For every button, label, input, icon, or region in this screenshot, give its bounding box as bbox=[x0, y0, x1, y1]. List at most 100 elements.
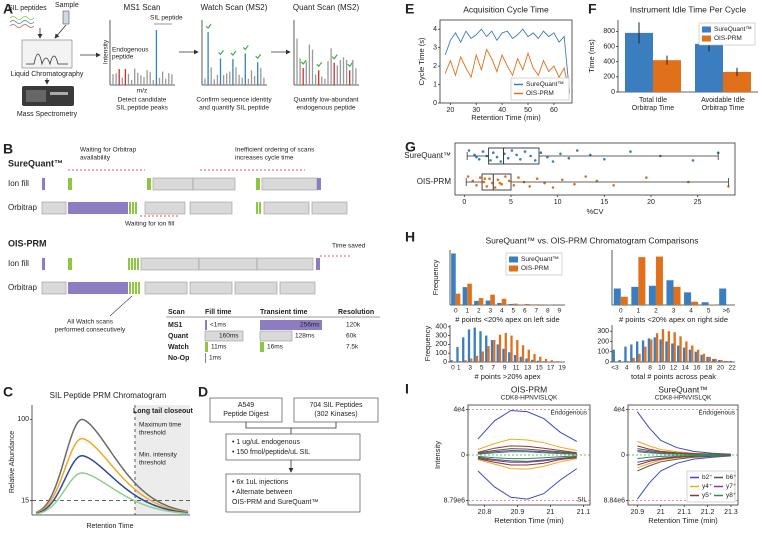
x-tick-label: 0 bbox=[451, 365, 455, 372]
y-tick-label: 0 bbox=[621, 452, 625, 459]
y-axis-label: Time (ms) bbox=[587, 39, 596, 73]
series-line bbox=[477, 451, 577, 455]
label: Maximum time bbox=[139, 422, 182, 429]
scan-block bbox=[129, 202, 131, 214]
x-tick-label: 2 bbox=[477, 308, 481, 315]
x-tick-label: 21 bbox=[547, 509, 555, 516]
label: OIS-PRM bbox=[8, 238, 47, 248]
scan-block bbox=[263, 201, 310, 215]
fill-bar bbox=[204, 330, 244, 342]
bar bbox=[636, 341, 639, 362]
label: 704 SIL Peptides bbox=[309, 402, 363, 409]
label: increases cycle time bbox=[235, 155, 294, 162]
x-tick-label: 5 bbox=[480, 365, 484, 372]
bar bbox=[673, 286, 681, 305]
x-tick-label: 3 bbox=[672, 308, 676, 315]
panel-label: E bbox=[405, 1, 414, 17]
x-tick-label: >6 bbox=[723, 308, 731, 315]
label: Quantify low-abundant bbox=[293, 97, 358, 104]
chart-title: SureQuant™ vs. OIS-PRM Chromatogram Comp… bbox=[485, 235, 698, 245]
x-tick-label: 0 bbox=[619, 308, 623, 315]
bar bbox=[513, 303, 518, 305]
shape bbox=[62, 10, 70, 25]
data-point bbox=[491, 151, 495, 154]
data-point bbox=[467, 149, 471, 152]
scan-title: MS1 Scan bbox=[124, 3, 161, 12]
x-tick-label: 8 bbox=[546, 308, 550, 315]
bar bbox=[490, 339, 494, 362]
legend-label: b6⁺ bbox=[726, 474, 737, 481]
y-axis-label: Intensity bbox=[433, 441, 442, 469]
chart-subtitle: CDK8-HPNVISLQK bbox=[501, 395, 558, 402]
scan-block bbox=[147, 178, 151, 190]
legend-box bbox=[505, 252, 563, 276]
bar bbox=[723, 71, 751, 92]
data-point bbox=[529, 154, 532, 158]
data-point bbox=[478, 176, 482, 179]
legend-label: OIS-PRM bbox=[714, 35, 742, 42]
y-tick-label: 0 bbox=[443, 359, 447, 366]
bar bbox=[524, 303, 530, 305]
y-tick-label: 0 bbox=[611, 89, 615, 96]
scan-block bbox=[144, 201, 186, 215]
bar bbox=[650, 339, 653, 362]
shape bbox=[255, 53, 262, 60]
bar bbox=[479, 331, 482, 362]
series-line bbox=[477, 458, 577, 470]
scan-block bbox=[134, 258, 136, 270]
x-tick-label: 20.9 bbox=[511, 509, 525, 516]
transient-bar bbox=[259, 330, 293, 342]
shape bbox=[331, 54, 338, 60]
bar bbox=[726, 360, 729, 362]
bar bbox=[714, 358, 717, 362]
data-point bbox=[612, 184, 615, 187]
bar bbox=[544, 358, 548, 362]
bar bbox=[624, 346, 627, 362]
data-point bbox=[485, 185, 489, 188]
bar bbox=[513, 354, 517, 362]
data-point bbox=[595, 179, 599, 183]
label: m/z bbox=[137, 88, 147, 95]
bar bbox=[475, 355, 479, 362]
label: 1ms bbox=[209, 355, 222, 362]
data-point bbox=[466, 175, 470, 178]
series-line bbox=[477, 438, 577, 451]
y-tick-label: 100 bbox=[17, 416, 29, 423]
bar bbox=[519, 356, 522, 362]
y-tick-label: 8.79e6 bbox=[444, 497, 466, 504]
x-tick-label: 20 bbox=[717, 365, 725, 372]
bar bbox=[464, 360, 467, 362]
category-label: OIS-PRM bbox=[417, 177, 452, 186]
shape bbox=[316, 61, 323, 68]
x-tick-label: 3 bbox=[488, 308, 492, 315]
bar bbox=[720, 359, 723, 362]
y-tick-label: 200 bbox=[435, 341, 447, 348]
label: No-Op bbox=[168, 355, 189, 362]
label: • 6x 1uL injections bbox=[232, 479, 289, 486]
bar bbox=[451, 253, 456, 305]
x-tick-label: 25 bbox=[694, 199, 702, 206]
x-axis-label: # points <20% apex on left side bbox=[455, 315, 559, 324]
scan-block bbox=[138, 282, 140, 294]
label: SIL peptide bbox=[150, 15, 183, 22]
legend-swatch bbox=[509, 256, 518, 263]
label: and quantify SIL peptide bbox=[199, 105, 269, 112]
label: Long tail closeout bbox=[133, 408, 194, 415]
bar bbox=[712, 358, 715, 362]
chart-title: Instrument Idle Time Per Cycle bbox=[630, 4, 746, 14]
bar bbox=[497, 302, 502, 305]
legend-label: y7⁺ bbox=[726, 483, 736, 490]
scan-title: Watch Scan (MS2) bbox=[201, 3, 268, 12]
label: Quant bbox=[168, 333, 189, 340]
legend-swatch bbox=[702, 26, 711, 33]
bar bbox=[718, 359, 721, 362]
x-tick-label: 5 bbox=[707, 308, 711, 315]
scan-block bbox=[317, 178, 321, 190]
legend-label: OIS-PRM bbox=[521, 265, 549, 272]
y-tick-label: 8.84e6 bbox=[604, 497, 626, 504]
y-tick-label: 2 bbox=[433, 63, 437, 70]
bar bbox=[647, 338, 651, 362]
x-tick-label: 12 bbox=[670, 365, 678, 372]
schematic-peak bbox=[35, 437, 189, 514]
bar bbox=[653, 60, 681, 92]
